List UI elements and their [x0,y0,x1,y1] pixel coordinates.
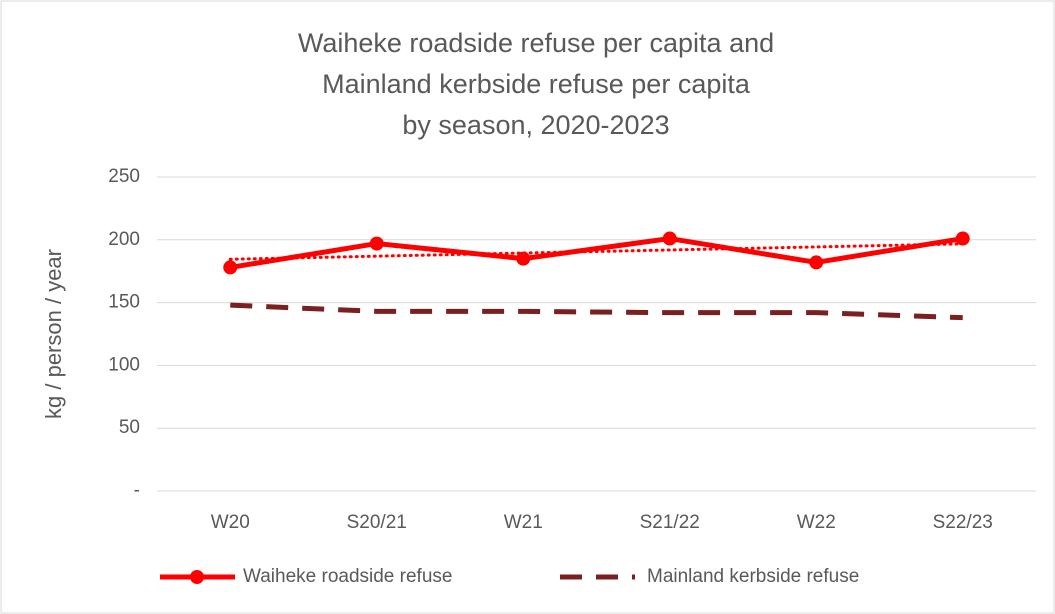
x-tick-label: W21 [504,512,543,533]
marker [955,231,970,246]
marker [369,236,384,251]
x-tick-label: W20 [211,512,250,533]
legend-label: Waiheke roadside refuse [243,566,452,587]
legend-label: Mainland kerbside refuse [647,566,859,587]
chart-title: Mainland kerbside refuse per capita [322,69,751,99]
chart-title: by season, 2020-2023 [402,110,669,140]
y-tick-label: - [134,480,140,501]
y-tick-label: 50 [119,417,140,438]
x-tick-label: S21/22 [640,512,700,533]
marker [809,255,824,270]
x-tick-label: S20/21 [347,512,407,533]
y-tick-label: 250 [108,166,140,187]
x-tick-label: S22/23 [933,512,993,533]
y-tick-label: 150 [108,292,140,313]
y-tick-label: 200 [108,229,140,250]
series-line [229,236,964,270]
x-tick-label: W22 [797,512,836,533]
marker [516,251,531,266]
series-line [230,302,963,321]
y-tick-label: 100 [108,354,140,375]
marker [223,260,238,275]
marker [662,231,677,246]
chart-title: Waiheke roadside refuse per capita and [298,28,774,58]
y-axis-label: kg / person / year [41,249,66,419]
trendline [228,242,965,261]
legend-marker [190,570,204,584]
